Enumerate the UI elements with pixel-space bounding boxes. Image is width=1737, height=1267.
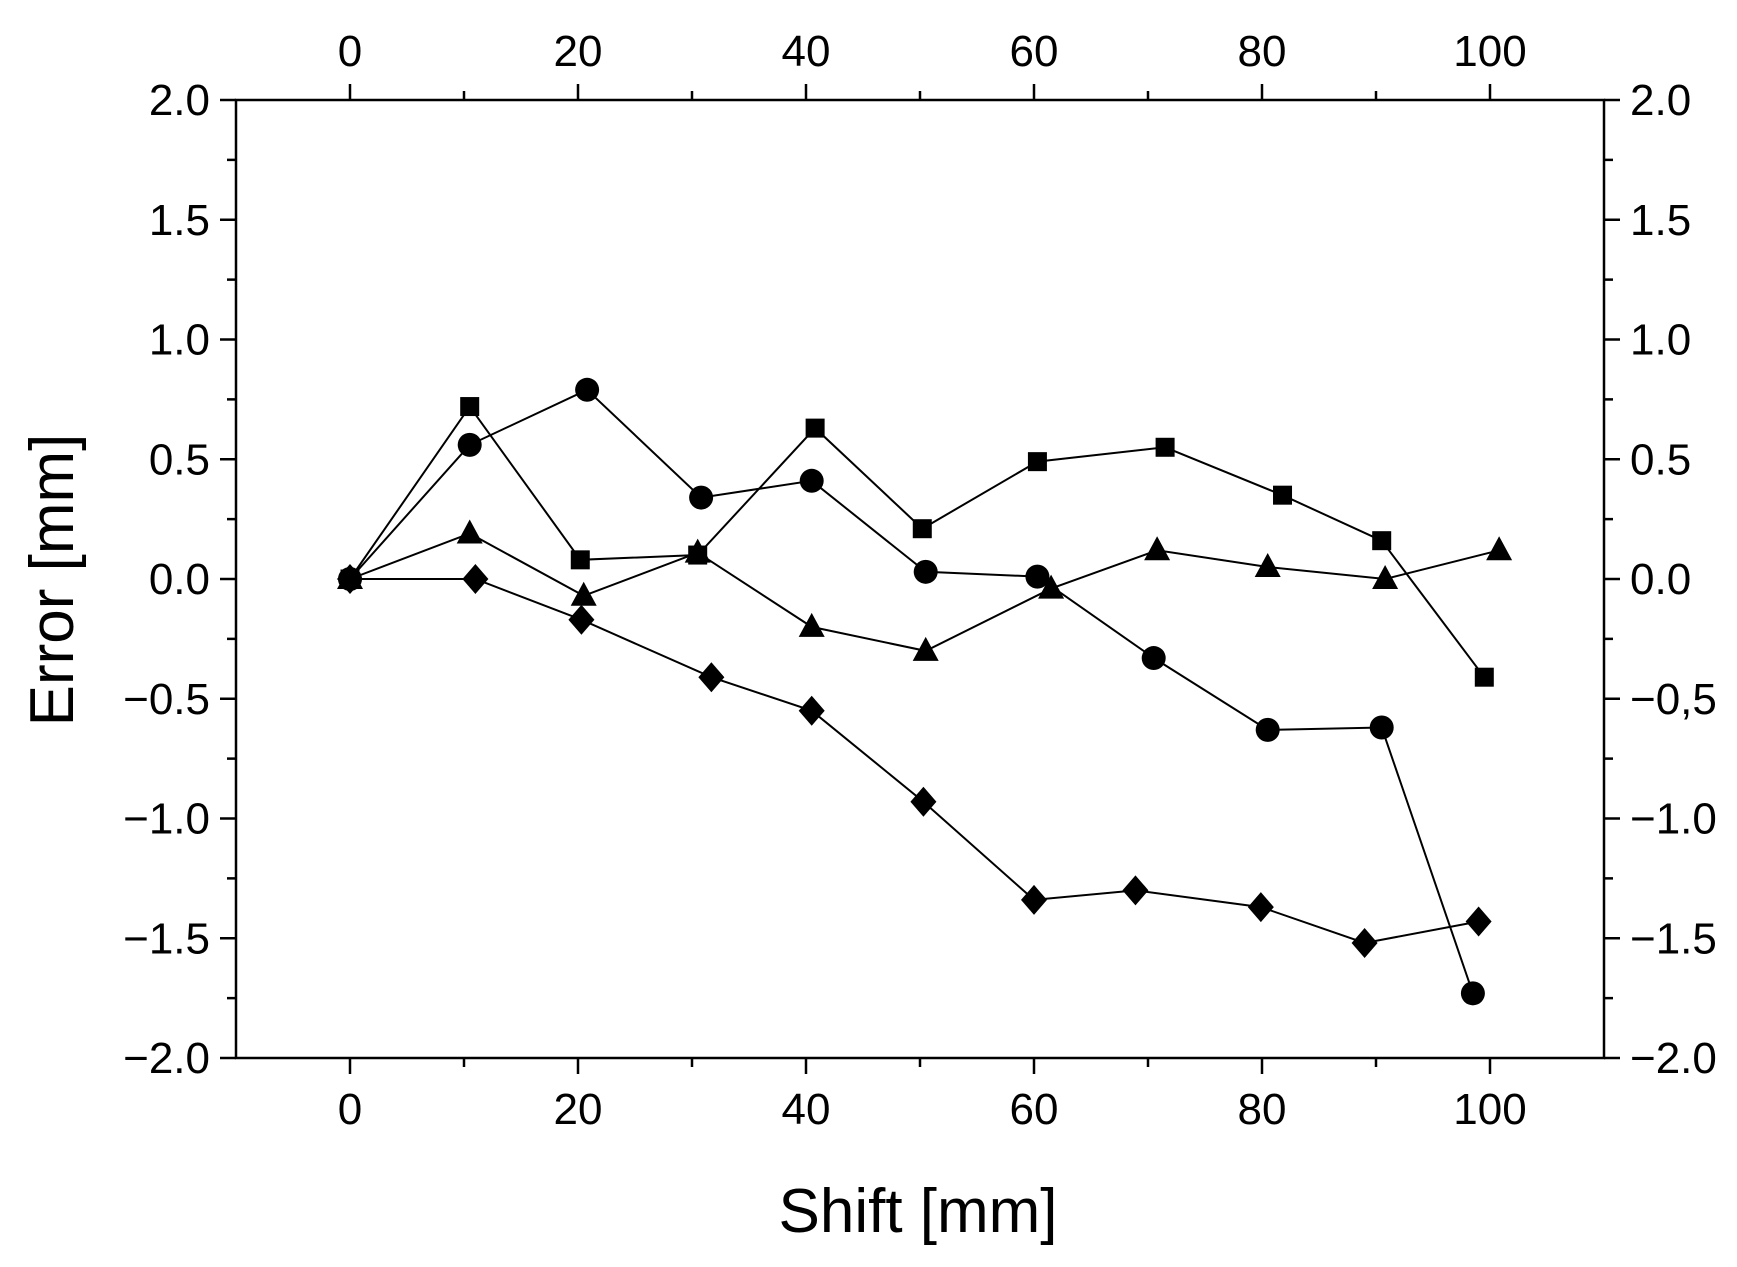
x-tick-label: 40 xyxy=(782,1085,831,1134)
data-point-triangle xyxy=(798,612,825,637)
y-tick-label: 1.5 xyxy=(149,196,210,245)
data-point-circle xyxy=(575,377,600,402)
x-tick-label: 0 xyxy=(338,1085,362,1134)
right-tick-label: −1.0 xyxy=(1630,795,1717,844)
data-point-diamond xyxy=(1247,892,1274,923)
data-point-circle xyxy=(1025,564,1050,589)
axis-ticks xyxy=(220,84,1620,1074)
data-point-square xyxy=(460,397,480,417)
x-tick-label: 100 xyxy=(1453,1085,1526,1134)
data-point-square xyxy=(1027,452,1047,472)
y-axis-title: Error [mm] xyxy=(18,434,87,727)
data-point-circle xyxy=(799,468,824,493)
data-point-triangle xyxy=(684,538,711,563)
y-tick-label: 2.0 xyxy=(149,76,210,125)
data-point-triangle xyxy=(1372,565,1399,589)
top-tick-label: 80 xyxy=(1238,27,1287,76)
right-tick-label: 0.0 xyxy=(1630,555,1691,604)
data-point-triangle xyxy=(1038,574,1065,599)
data-point-circle xyxy=(689,485,714,510)
right-tick-label: 2.0 xyxy=(1630,76,1691,125)
y-tick-label: −1.0 xyxy=(123,795,210,844)
data-point-diamond xyxy=(798,695,825,726)
data-point-square xyxy=(912,519,932,539)
data-point-diamond xyxy=(568,604,595,635)
data-point-circle xyxy=(1460,981,1485,1006)
data-point-circle xyxy=(1369,715,1394,740)
data-point-triangle xyxy=(912,636,939,661)
data-point-triangle xyxy=(456,519,483,544)
data-point-diamond xyxy=(698,662,725,693)
top-tick-label: 40 xyxy=(782,27,831,76)
right-tick-label: −1.5 xyxy=(1630,914,1717,963)
series-line-diamonds xyxy=(350,578,1479,945)
top-tick-label: 0 xyxy=(338,27,362,76)
right-tick-label: 1.5 xyxy=(1630,196,1691,245)
data-point-diamond xyxy=(337,564,363,594)
right-tick-label: −0,5 xyxy=(1630,675,1717,724)
data-point-square xyxy=(1155,437,1175,457)
data-point-diamond xyxy=(462,564,489,594)
data-point-circle xyxy=(1141,646,1166,671)
data-point-circle xyxy=(913,559,938,584)
data-point-square xyxy=(1273,485,1293,505)
right-tick-label: 1.0 xyxy=(1630,316,1691,365)
data-point-diamond xyxy=(910,786,937,817)
data-point-square xyxy=(805,418,825,438)
data-point-triangle xyxy=(570,581,597,606)
data-point-triangle xyxy=(1486,536,1513,561)
y-tick-label: 1.0 xyxy=(149,316,210,365)
y-tick-label: 0.0 xyxy=(149,555,210,604)
top-tick-label: 20 xyxy=(554,27,603,76)
data-point-circle xyxy=(1255,717,1280,742)
data-point-diamond xyxy=(1021,884,1047,915)
data-point-square xyxy=(1372,531,1392,551)
data-point-diamond xyxy=(1351,928,1378,959)
y-tick-label: 0.5 xyxy=(149,435,210,484)
x-tick-label: 80 xyxy=(1238,1085,1287,1134)
data-point-diamond xyxy=(1122,875,1149,906)
series-line-circles xyxy=(349,388,1474,994)
data-point-triangle xyxy=(1144,536,1171,561)
y-tick-label: −0.5 xyxy=(123,675,210,724)
x-tick-label: 60 xyxy=(1010,1085,1059,1134)
data-point-triangle xyxy=(1254,553,1281,578)
x-axis-title: Shift [mm] xyxy=(778,1177,1057,1246)
right-tick-label: 0.5 xyxy=(1630,435,1691,484)
data-point-circle xyxy=(457,432,482,457)
series-lines xyxy=(349,388,1500,994)
series-line-squares xyxy=(349,404,1486,678)
data-point-square xyxy=(1474,667,1494,687)
y-tick-label: −1.5 xyxy=(123,914,210,963)
x-tick-label: 20 xyxy=(554,1085,603,1134)
y-tick-label: −2.0 xyxy=(123,1034,210,1083)
tick-labels: 0 0 20 20 40 40 60 60 80 80 100 100 2.0 2.0 1.5 1.5 1.0 1… xyxy=(123,27,1717,1134)
series-line-triangles xyxy=(349,532,1500,652)
right-tick-label: −2.0 xyxy=(1630,1034,1717,1083)
top-tick-label: 60 xyxy=(1010,27,1059,76)
top-tick-label: 100 xyxy=(1453,27,1526,76)
data-point-square xyxy=(570,550,590,570)
series-markers xyxy=(337,377,1513,1006)
data-point-diamond xyxy=(1465,906,1492,937)
